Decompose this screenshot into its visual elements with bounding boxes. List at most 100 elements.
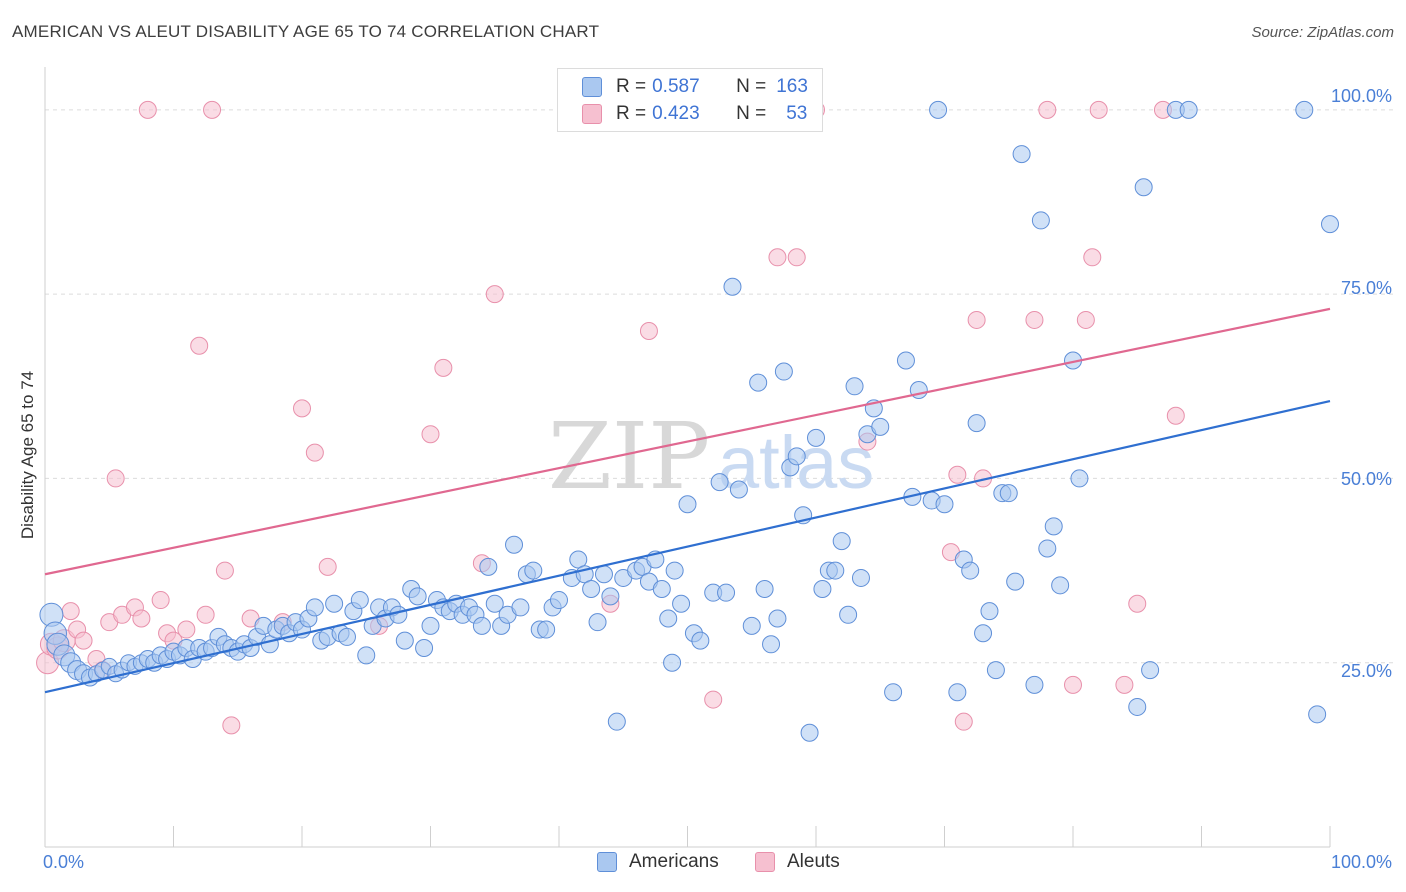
aleuts-n-label: N = xyxy=(736,103,767,124)
american-point-109 xyxy=(755,580,774,598)
american-point-74 xyxy=(511,598,530,617)
axes xyxy=(44,67,1331,848)
american-point-110 xyxy=(762,635,781,654)
american-point-88 xyxy=(607,712,626,731)
aleut-point-56 xyxy=(1166,406,1185,425)
aleut-point-31 xyxy=(434,358,453,377)
american-point-148 xyxy=(1038,539,1057,558)
aleut-point-30 xyxy=(421,425,440,444)
american-point-118 xyxy=(813,580,832,598)
aleut-point-48 xyxy=(1038,100,1057,119)
american-point-143 xyxy=(999,484,1018,503)
watermark-zip: ZIP xyxy=(548,403,710,510)
american-point-56 xyxy=(395,631,414,650)
american-point-127 xyxy=(871,417,890,436)
american-point-105 xyxy=(723,277,742,296)
american-point-154 xyxy=(1134,178,1153,197)
source-credit: Source: ZipAtlas.com xyxy=(1251,24,1394,41)
american-point-101 xyxy=(691,631,710,650)
american-point-134 xyxy=(935,495,954,514)
americans-r-value: 0.587 xyxy=(652,76,700,97)
american-point-112 xyxy=(774,362,793,381)
american-point-59 xyxy=(415,638,434,657)
american-point-157 xyxy=(1179,100,1198,119)
y-tick-100: 100.0% xyxy=(1330,86,1392,106)
y-tick-50: 50.0% xyxy=(1340,469,1392,489)
american-point-69 xyxy=(479,557,498,576)
grid-lines xyxy=(45,109,1395,664)
aleut-point-36 xyxy=(704,690,723,709)
american-point-158 xyxy=(1295,100,1314,119)
aleut-point-27 xyxy=(305,443,324,462)
aleut-point-20 xyxy=(196,605,215,624)
americans-trend-line xyxy=(44,399,1331,694)
american-point-133 xyxy=(929,100,948,119)
americans-r-label: R = xyxy=(616,76,647,97)
aleut-point-39 xyxy=(787,248,806,267)
american-point-104 xyxy=(717,583,736,602)
legend-row-aleuts: R = 0.423 N = 53 xyxy=(582,101,807,127)
american-point-84 xyxy=(582,580,601,598)
american-point-95 xyxy=(659,609,678,628)
american-point-106 xyxy=(729,480,748,499)
american-point-68 xyxy=(472,616,491,635)
stats-legend: R = 0.587 N = 163 R = 0.423 N = 53 xyxy=(557,68,823,132)
aleut-point-35 xyxy=(639,322,658,340)
americans-swatch xyxy=(582,77,602,97)
aleut-point-19 xyxy=(190,336,209,355)
american-point-138 xyxy=(967,414,986,433)
aleuts-legend-swatch xyxy=(755,852,775,872)
aleut-point-49 xyxy=(1064,675,1082,694)
aleut-point-18 xyxy=(177,620,196,639)
aleut-point-45 xyxy=(967,310,986,329)
aleut-point-53 xyxy=(1115,675,1134,694)
x-tick-100: 100.0% xyxy=(1330,852,1392,872)
american-point-76 xyxy=(524,561,543,580)
american-point-129 xyxy=(896,351,915,370)
american-point-146 xyxy=(1025,675,1044,694)
american-point-103 xyxy=(710,473,729,492)
american-point-120 xyxy=(826,561,845,580)
american-point-149 xyxy=(1044,517,1063,536)
american-point-124 xyxy=(851,568,870,587)
americans-points xyxy=(39,100,1339,742)
american-point-123 xyxy=(845,377,864,396)
american-point-42 xyxy=(305,598,324,617)
aleut-point-15 xyxy=(151,591,170,610)
x-tick-0: 0.0% xyxy=(43,852,85,872)
american-point-150 xyxy=(1051,576,1070,595)
legend-row-americans: R = 0.587 N = 163 xyxy=(582,74,808,100)
american-point-87 xyxy=(601,587,620,606)
american-point-47 xyxy=(337,627,356,646)
american-point-145 xyxy=(1012,145,1031,164)
american-point-160 xyxy=(1321,215,1339,234)
aleut-point-22 xyxy=(215,561,234,580)
american-point-70 xyxy=(485,594,504,613)
aleut-point-51 xyxy=(1083,248,1102,267)
american-point-80 xyxy=(550,591,568,610)
aleuts-r-value: 0.423 xyxy=(652,103,700,124)
aleut-point-4 xyxy=(61,602,80,621)
american-point-60 xyxy=(421,616,440,635)
american-point-155 xyxy=(1141,661,1160,680)
legend-item-americans[interactable]: Americans xyxy=(597,851,719,873)
american-point-97 xyxy=(665,561,684,580)
legend-item-aleuts[interactable]: Aleuts xyxy=(755,851,840,873)
american-point-147 xyxy=(1031,211,1050,230)
american-point-98 xyxy=(672,594,691,613)
american-point-116 xyxy=(800,723,819,742)
aleuts-swatch xyxy=(582,104,602,124)
aleut-point-33 xyxy=(485,285,504,304)
american-point-137 xyxy=(961,561,980,580)
american-point-122 xyxy=(839,605,858,624)
chart-title: AMERICAN VS ALEUT DISABILITY AGE 65 TO 7… xyxy=(12,22,600,41)
aleut-point-44 xyxy=(954,712,973,731)
aleuts-r-label: R = xyxy=(616,103,647,124)
american-point-94 xyxy=(652,580,671,598)
aleut-point-13 xyxy=(132,609,151,628)
aleut-point-14 xyxy=(138,100,157,119)
americans-legend-label: Americans xyxy=(629,851,719,872)
americans-legend-swatch xyxy=(597,852,617,872)
aleut-point-38 xyxy=(768,248,787,267)
